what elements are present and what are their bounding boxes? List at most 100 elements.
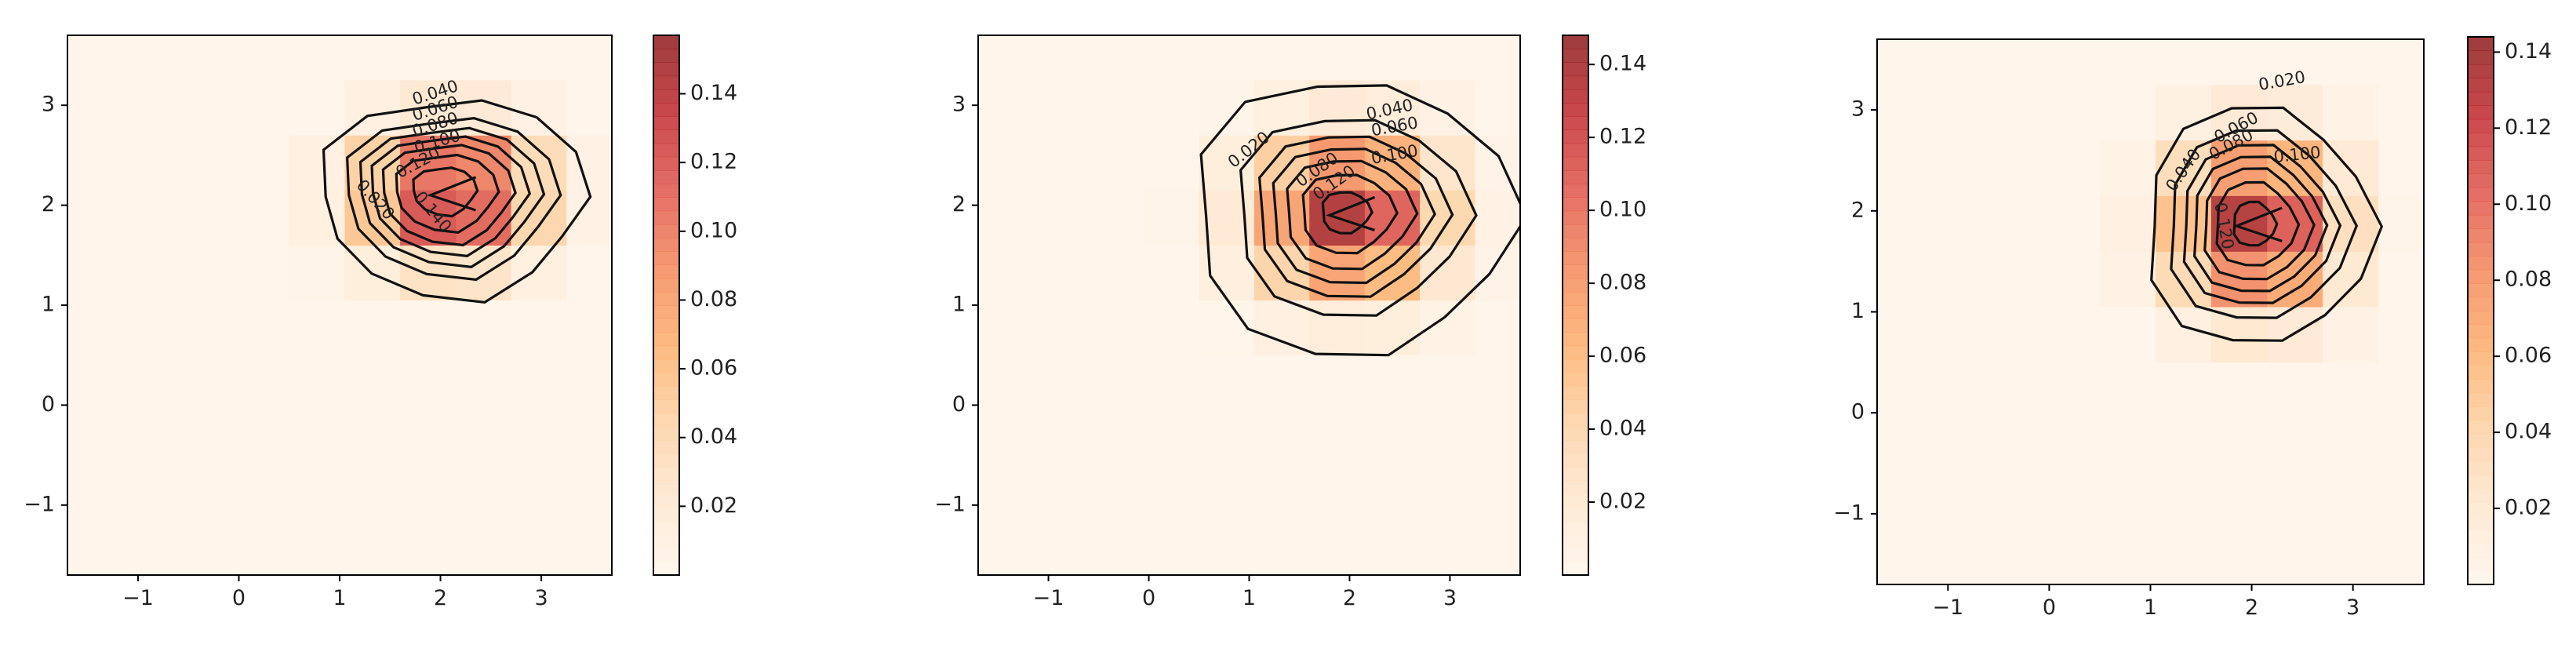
colorbar-band [1563, 184, 1588, 198]
colorbar-band [1563, 197, 1588, 212]
colorbar-band [2468, 392, 2494, 407]
colorbar: 0.02 0.04 0.06 0.08 0.10 0.12 0.14 [653, 35, 737, 576]
colorbar-band [653, 319, 679, 333]
y-tick-label: −1 [934, 492, 966, 516]
colorbar-tick-label: 0.04 [2505, 420, 2552, 444]
colorbar-band [2468, 228, 2494, 243]
colorbar-tick-label: 0.10 [690, 218, 737, 242]
x-tick-label: 0 [2043, 595, 2056, 620]
colorbar-band [653, 373, 679, 387]
colorbar-band [2468, 297, 2494, 311]
contour-line-0.080 [1272, 147, 1437, 285]
colorbar-band [1563, 345, 1588, 360]
colorbar-band [1563, 89, 1588, 104]
heatmap-cell [2099, 251, 2156, 308]
contour-line-0.040 [345, 116, 562, 282]
colorbar-band [653, 89, 679, 104]
heatmap-cell [1309, 80, 1366, 136]
colorbar-band [653, 49, 679, 63]
colorbar-band [1563, 359, 1588, 373]
colorbar-tick-label: 0.14 [690, 81, 737, 105]
colorbar-tick-label: 0.14 [1599, 52, 1646, 76]
heatmap-cell [1309, 135, 1366, 191]
colorbar-band [653, 480, 679, 495]
colorbar: 0.02 0.04 0.06 0.08 0.10 0.12 0.14 [1562, 35, 1646, 576]
colorbar-band [2468, 461, 2494, 475]
colorbar-band [2468, 173, 2494, 188]
x-tick-label: −1 [1932, 595, 1963, 620]
colorbar-band [2468, 160, 2494, 175]
y-tick-label: 0 [1851, 400, 1865, 424]
colorbar-band [653, 386, 679, 400]
contour-line-0.140 [2232, 200, 2279, 247]
heatmap-cell [289, 245, 345, 301]
colorbar-band [653, 170, 679, 184]
contour-line-0.100 [2203, 167, 2316, 281]
contour-line-0.080 [2192, 155, 2329, 293]
colorbar-band [2468, 488, 2494, 503]
colorbar-band [2468, 133, 2494, 147]
contour-line-0.040 [1239, 118, 1478, 317]
x-tick-label: 2 [434, 586, 447, 610]
colorbar-band [2468, 543, 2494, 558]
colorbar-band [1563, 399, 1588, 414]
colorbar-band [2468, 434, 2494, 449]
y-tick-label: 2 [1851, 198, 1865, 222]
colorbar-band [1563, 103, 1588, 117]
colorbar-band [653, 345, 679, 360]
contour-line-0.020 [2150, 106, 2384, 342]
colorbar-band [653, 548, 679, 562]
colorbar-band [653, 413, 679, 428]
colorbar-band [653, 291, 679, 306]
heatmap-cell [1309, 245, 1366, 301]
heatmap-cell [1364, 135, 1421, 191]
colorbar-band [1563, 493, 1588, 508]
heatmap-cell [2099, 195, 2156, 252]
heatmap-cell [344, 190, 401, 246]
x-tick-label: 0 [1142, 586, 1155, 610]
colorbar-band [653, 278, 679, 293]
colorbar-band [1563, 62, 1588, 77]
colorbar-tick-label: 0.02 [2505, 496, 2552, 520]
colorbar-frame [653, 35, 680, 576]
heatmap-cell [2155, 195, 2212, 252]
contour-line-0.060 [358, 126, 546, 268]
heatmap-cell [2266, 307, 2323, 363]
colorbar-band [2468, 530, 2494, 544]
colorbar-tick-label: 0.02 [690, 493, 737, 518]
colorbar-tick-label: 0.08 [2505, 268, 2552, 292]
colorbar-band [2468, 105, 2494, 120]
y-tick-label: 2 [42, 192, 55, 217]
colorbar-band [653, 493, 679, 508]
colorbar-band [1563, 305, 1588, 319]
heatmap-cell [289, 135, 345, 191]
contour-line-0.080 [370, 135, 532, 258]
colorbar-band [2468, 78, 2494, 93]
colorbar-band [653, 62, 679, 77]
colorbar-band [653, 534, 679, 549]
x-tick-label: 0 [232, 586, 246, 610]
colorbar-band [1563, 251, 1588, 265]
heatmap-cell [566, 135, 612, 191]
heatmap-cell [1253, 80, 1310, 136]
x-tick-label: 2 [1343, 586, 1356, 610]
colorbar-tick-label: 0.04 [690, 424, 737, 449]
contour-line-0.020 [1199, 84, 1520, 357]
colorbar-band [1563, 453, 1588, 468]
colorbar-band [653, 143, 679, 158]
heatmap-cell [2378, 195, 2424, 252]
colorbar-band [1563, 386, 1588, 400]
heatmap-cell [1475, 245, 1520, 301]
y-tick-label: −1 [24, 492, 55, 516]
x-tick-label: 1 [1243, 586, 1256, 610]
colorbar-band [2468, 50, 2494, 65]
colorbar-band [2468, 515, 2494, 530]
contour-line-0.120 [395, 153, 500, 235]
y-tick-label: 1 [952, 293, 966, 317]
colorbar-band [2468, 37, 2494, 52]
contour-line-0.060 [2182, 144, 2342, 304]
colorbar-tick-label: 0.10 [2505, 191, 2552, 216]
